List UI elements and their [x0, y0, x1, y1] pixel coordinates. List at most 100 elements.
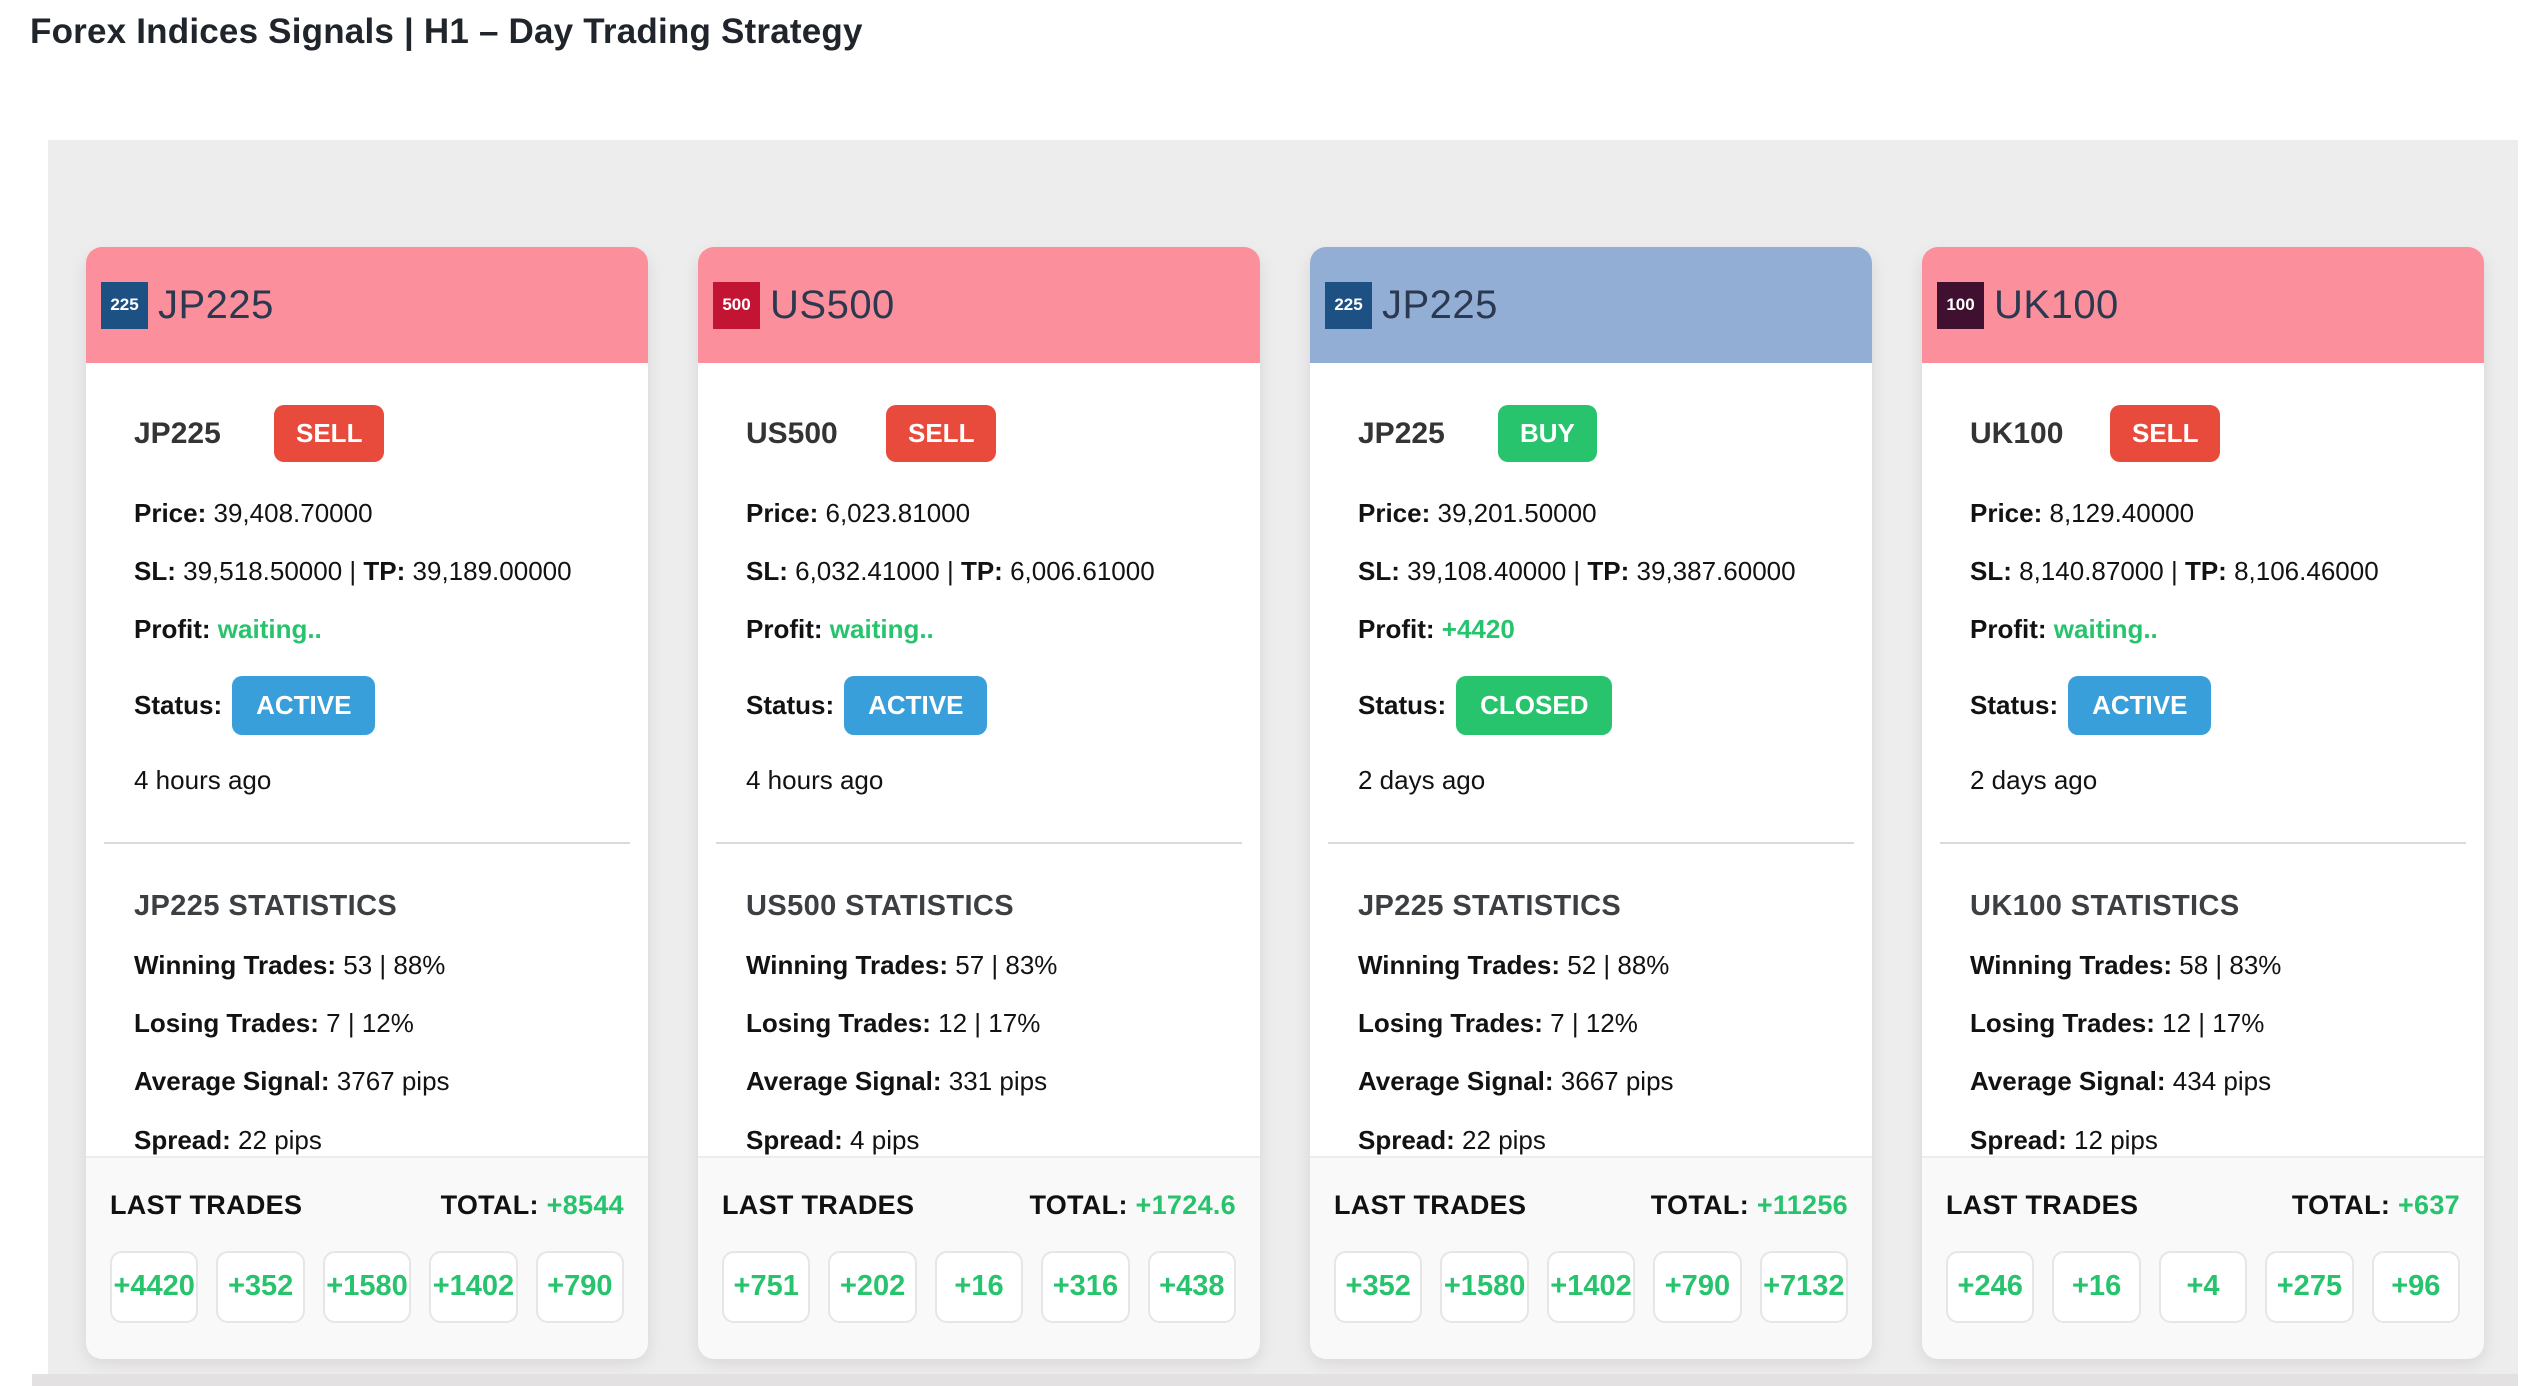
sl-tp-line: SL: 8,140.87000 | TP: 8,106.46000 — [1970, 556, 2436, 587]
profit-line: Profit: waiting.. — [134, 614, 600, 645]
winning-trades-line: Winning Trades: 57 | 83% — [746, 950, 1212, 981]
card-header: 100 UK100 — [1922, 247, 2484, 363]
symbol-signal-row: US500 SELL — [746, 405, 1212, 462]
profit-line: Profit: +4420 — [1358, 614, 1824, 645]
sl-label: SL: — [746, 556, 788, 587]
profit-label: Profit: — [1970, 614, 2047, 645]
losing-trades-value: 7 | 12% — [1550, 1008, 1638, 1039]
sl-label: SL: — [1970, 556, 2012, 587]
card-footer: LAST TRADES TOTAL: +637 +246 +16 +4 +275 +96 — [1922, 1155, 2484, 1359]
trade-chip: +1580 — [1440, 1250, 1529, 1323]
trade-chip: +4 — [2158, 1250, 2248, 1323]
average-signal-line: Average Signal: 3667 pips — [1358, 1066, 1824, 1097]
trade-chip: +751 — [722, 1250, 811, 1323]
card-body: UK100 SELL Price: 8,129.40000 SL: 8,140.… — [1922, 363, 2484, 1156]
total-label: TOTAL: — [2291, 1189, 2391, 1220]
last-trades-label: LAST TRADES — [1946, 1189, 2139, 1220]
footer-head: LAST TRADES TOTAL: +8544 — [110, 1190, 624, 1221]
symbol-badge: 500 — [713, 281, 760, 329]
trade-chip: +4420 — [110, 1250, 199, 1323]
tp-label: TP: — [363, 556, 406, 587]
profit-label: Profit: — [746, 614, 823, 645]
last-trades-label: LAST TRADES — [722, 1189, 915, 1220]
trade-chip: +352 — [1334, 1250, 1423, 1323]
trade-chip: +16 — [2052, 1250, 2141, 1323]
trade-chip: +316 — [1041, 1250, 1130, 1323]
average-signal-label: Average Signal: — [1970, 1066, 2166, 1097]
total-line: TOTAL: +11256 — [1651, 1190, 1848, 1221]
card-body: US500 SELL Price: 6,023.81000 SL: 6,032.… — [698, 363, 1260, 1156]
trade-chip: +1402 — [429, 1250, 518, 1323]
price-line: Price: 6,023.81000 — [746, 498, 1212, 529]
divider — [1328, 841, 1854, 844]
spread-value: 22 pips — [1462, 1124, 1546, 1155]
header-symbol-label: JP225 — [158, 282, 274, 327]
sl-value: 8,140.87000 — [2019, 556, 2164, 587]
price-label: Price: — [1970, 498, 2043, 528]
trade-chips: +246 +16 +4 +275 +96 — [1946, 1250, 2461, 1323]
winning-trades-value: 58 | 83% — [2179, 949, 2282, 980]
average-signal-value: 331 pips — [948, 1066, 1048, 1097]
price-value: 39,201.50000 — [1437, 498, 1597, 528]
spread-label: Spread: — [134, 1124, 231, 1155]
winning-trades-label: Winning Trades: — [134, 949, 336, 980]
price-line: Price: 39,201.50000 — [1358, 498, 1824, 529]
symbol-name: JP225 — [134, 416, 221, 450]
total-label: TOTAL: — [1650, 1189, 1750, 1220]
sl-value: 39,518.50000 — [183, 556, 343, 587]
statistics-title: JP225 STATISTICS — [1358, 889, 1622, 922]
total-value: +8544 — [546, 1189, 624, 1220]
losing-trades-line: Losing Trades: 7 | 12% — [1358, 1008, 1824, 1039]
divider — [104, 841, 630, 844]
trade-chip: +202 — [828, 1250, 917, 1323]
winning-trades-value: 52 | 88% — [1567, 949, 1670, 980]
price-value: 6,023.81000 — [825, 498, 971, 528]
card-body: JP225 BUY Price: 39,201.50000 SL: 39,108… — [1310, 363, 1872, 1156]
trade-chips: +751 +202 +16 +316 +438 — [722, 1250, 1237, 1323]
winning-trades-label: Winning Trades: — [1358, 949, 1560, 980]
status-line: Status: ACTIVE — [1970, 675, 2436, 735]
trade-chip: +16 — [934, 1250, 1024, 1323]
price-label: Price: — [1358, 498, 1431, 528]
signal-badge: SELL — [2110, 405, 2221, 462]
time-ago: 2 days ago — [1970, 764, 2098, 795]
spread-line: Spread: 22 pips — [134, 1125, 600, 1156]
spread-label: Spread: — [1970, 1124, 2067, 1155]
statistics-title: US500 STATISTICS — [746, 889, 1014, 922]
profit-value: waiting.. — [217, 614, 322, 645]
spread-label: Spread: — [746, 1124, 843, 1155]
cards-grid: 225 JP225 JP225 SELL Price: 39,408.70000… — [48, 140, 2518, 1359]
winning-trades-label: Winning Trades: — [746, 949, 948, 980]
profit-value: +4420 — [1441, 614, 1515, 645]
signal-badge: SELL — [274, 405, 385, 462]
average-signal-label: Average Signal: — [1358, 1066, 1554, 1097]
footer-head: LAST TRADES TOTAL: +1724.6 — [722, 1190, 1236, 1221]
symbol-signal-row: JP225 SELL — [134, 405, 600, 462]
last-trades-label: LAST TRADES — [110, 1189, 303, 1220]
total-value: +637 — [2397, 1189, 2460, 1220]
header-symbol-label: JP225 — [1382, 282, 1498, 327]
signal-card: 500 US500 US500 SELL Price: 6,023.81000 … — [698, 247, 1260, 1359]
tp-label: TP: — [960, 556, 1003, 587]
symbol-signal-row: UK100 SELL — [1970, 405, 2436, 462]
sl-tp-line: SL: 6,032.41000 | TP: 6,006.61000 — [746, 556, 1212, 587]
sl-label: SL: — [1358, 556, 1400, 587]
signal-card: 100 UK100 UK100 SELL Price: 8,129.40000 … — [1922, 247, 2484, 1359]
spread-value: 12 pips — [2074, 1124, 2158, 1155]
average-signal-value: 434 pips — [2172, 1066, 2272, 1097]
sl-value: 39,108.40000 — [1407, 556, 1567, 587]
signal-badge: SELL — [886, 405, 997, 462]
winning-trades-value: 53 | 88% — [343, 949, 446, 980]
average-signal-label: Average Signal: — [746, 1066, 942, 1097]
time-ago: 2 days ago — [1358, 764, 1486, 795]
spread-line: Spread: 4 pips — [746, 1125, 1212, 1156]
status-line: Status: ACTIVE — [134, 675, 600, 735]
tp-value: 6,006.61000 — [1010, 556, 1155, 587]
profit-line: Profit: waiting.. — [1970, 614, 2436, 645]
horizontal-scrollbar[interactable] — [32, 1374, 2518, 1386]
card-body: JP225 SELL Price: 39,408.70000 SL: 39,51… — [86, 363, 648, 1156]
spread-value: 4 pips — [850, 1124, 920, 1155]
losing-trades-label: Losing Trades: — [1970, 1008, 2155, 1039]
tp-value: 8,106.46000 — [2234, 556, 2379, 587]
status-badge: ACTIVE — [232, 675, 376, 735]
